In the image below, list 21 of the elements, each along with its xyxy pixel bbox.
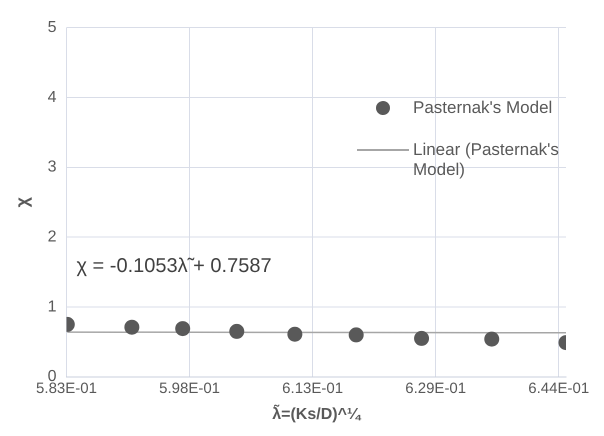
y-tick-label: 3 <box>48 158 57 176</box>
point <box>484 332 500 347</box>
x-tick-label: 5.98E-01 <box>159 380 220 397</box>
annotation: χ = -0.1053λ̃ + 0.7587 <box>76 255 272 278</box>
y-tick-label: 4 <box>48 88 57 106</box>
x-tick-label: 6.13E-01 <box>282 380 344 397</box>
point <box>287 326 302 342</box>
y-tick-label: 5 <box>48 19 57 36</box>
point <box>348 327 364 342</box>
point <box>175 321 190 336</box>
point <box>124 320 140 335</box>
legend-label: Linear (Pasternak's Model) <box>413 140 560 180</box>
y-tick-label: 1 <box>48 298 57 316</box>
point <box>229 324 244 339</box>
y-tick-label: 2 <box>48 228 57 246</box>
x-axis-title: λ̃=(Ks/D)^¼ <box>272 404 362 423</box>
point <box>414 330 430 346</box>
x-tick-label: 6.29E-01 <box>405 380 466 397</box>
legend-label: Pasternak's Model <box>413 98 552 118</box>
x-tick-label: 6.44E-01 <box>528 380 590 397</box>
y-axis-title: χ <box>12 196 32 208</box>
